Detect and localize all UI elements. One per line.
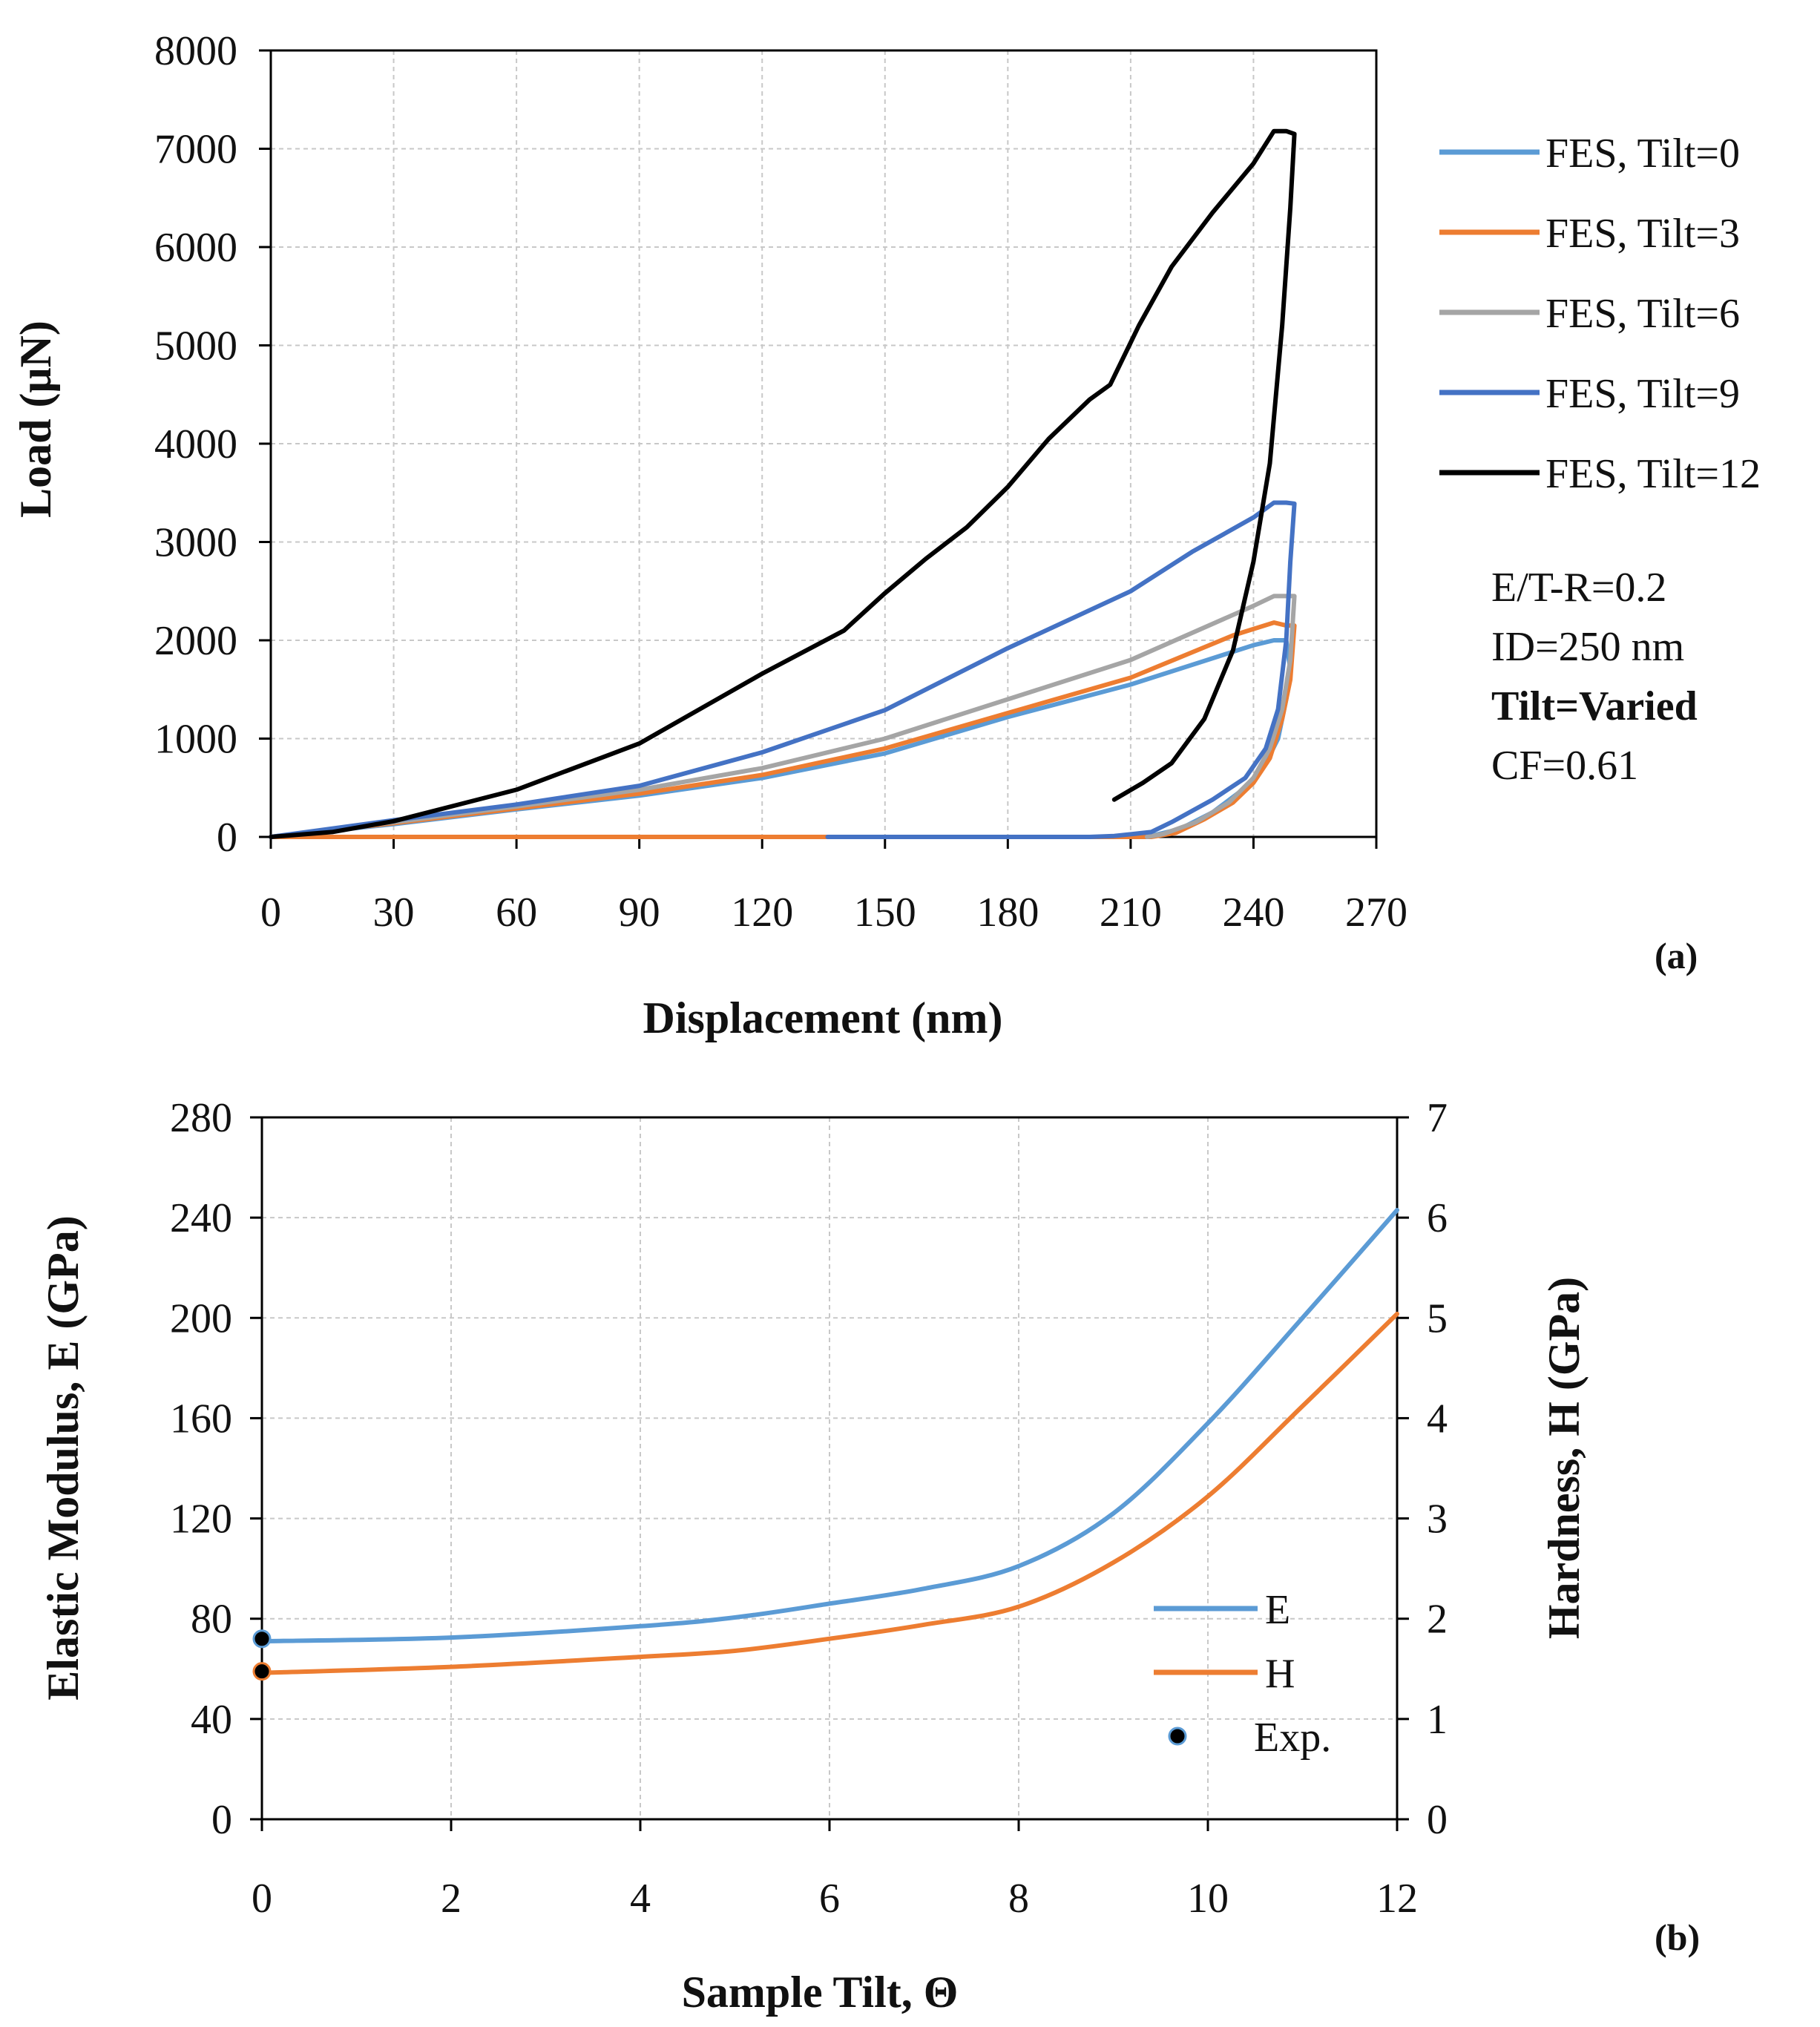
b-x-tick-label: 8 xyxy=(1008,1876,1029,1922)
b-y-tick-label: 0 xyxy=(211,1797,232,1843)
b-y2-tick-label: 5 xyxy=(1427,1295,1448,1341)
a-legend-label-3: FES, Tilt=9 xyxy=(1545,371,1740,417)
a-annotation-tilt: Tilt=Varied xyxy=(1491,683,1698,729)
b-legend: EH Exp. xyxy=(1154,1587,1331,1761)
chart-a-load-displacement: 0 30 60 90 120 150 180 210 240 270 0 1000 2000 3000 4… xyxy=(11,28,1761,1042)
b-y2-tick-labels: 0 1 2 3 4 5 6 7 xyxy=(1427,1095,1448,1843)
a-annotation-box: E/T-R=0.2 ID=250 nm Tilt=Varied CF=0.61 xyxy=(1491,565,1698,789)
a-legend-label-2: FES, Tilt=6 xyxy=(1545,291,1740,337)
a-annotation-id: ID=250 nm xyxy=(1491,624,1684,670)
a-series-line-2 xyxy=(269,594,1297,839)
a-y-tick-label: 3000 xyxy=(154,520,237,566)
b-series-lines xyxy=(260,1208,1399,1675)
a-panel-label: (a) xyxy=(1655,935,1698,976)
b-y2-tick-label: 1 xyxy=(1427,1697,1448,1743)
a-y-tick-label: 2000 xyxy=(154,618,237,664)
a-x-tick-label: 30 xyxy=(373,890,415,936)
b-y2-tick-label: 0 xyxy=(1427,1797,1448,1843)
a-series-lines xyxy=(269,128,1297,839)
a-x-tick-label: 240 xyxy=(1222,890,1284,936)
b-plot-frame xyxy=(260,1116,1399,1821)
b-x-tick-label: 10 xyxy=(1187,1876,1229,1922)
a-x-tick-label: 60 xyxy=(496,890,537,936)
b-x-tick-label: 6 xyxy=(819,1876,840,1922)
b-y-tick-label: 80 xyxy=(191,1597,232,1643)
a-legend: FES, Tilt=0 FES, Tilt=3 FES, Tilt=6 FES, Ti… xyxy=(1439,131,1761,497)
a-grid xyxy=(259,49,1378,849)
b-x-tick-label: 12 xyxy=(1376,1876,1418,1922)
b-x-tick-labels: 0 2 4 6 8 10 12 xyxy=(252,1876,1418,1922)
a-x-tick-label: 180 xyxy=(976,890,1039,936)
b-y2-tick-label: 4 xyxy=(1427,1396,1448,1442)
b-y-tick-label: 280 xyxy=(170,1095,232,1141)
b-y-tick-label: 40 xyxy=(191,1697,232,1743)
b-legend-label-E: E xyxy=(1265,1587,1290,1633)
a-y-tick-label: 5000 xyxy=(154,323,237,369)
b-exp-point-1 xyxy=(252,1662,272,1681)
b-y-tick-label: 240 xyxy=(170,1195,232,1241)
a-x-tick-label: 270 xyxy=(1345,890,1407,936)
a-y-tick-label: 7000 xyxy=(154,127,237,173)
b-exp-point-0 xyxy=(252,1629,272,1649)
a-legend-label-1: FES, Tilt=3 xyxy=(1545,211,1740,257)
b-y-tick-label: 200 xyxy=(170,1295,232,1341)
b-y-tick-label: 120 xyxy=(170,1497,232,1543)
b-y-tick-labels: 0 40 80 120 160 200 240 280 xyxy=(170,1095,232,1843)
a-x-tick-label: 120 xyxy=(731,890,793,936)
a-y-tick-label: 0 xyxy=(217,815,237,861)
a-x-tick-label: 0 xyxy=(260,890,281,936)
a-y-tick-label: 6000 xyxy=(154,225,237,271)
a-x-tick-label: 150 xyxy=(854,890,916,936)
a-x-axis-title: Displacement (nm) xyxy=(643,993,1003,1042)
b-y-tick-label: 160 xyxy=(170,1396,232,1442)
b-y2-tick-label: 7 xyxy=(1427,1095,1448,1141)
a-annotation-ratio: E/T-R=0.2 xyxy=(1491,565,1666,611)
a-annotation-cf: CF=0.61 xyxy=(1491,743,1638,789)
a-x-tick-labels: 0 30 60 90 120 150 180 210 240 270 xyxy=(260,890,1407,936)
b-y2-axis-title: Hardness, H (GPa) xyxy=(1540,1277,1589,1639)
b-y2-tick-label: 2 xyxy=(1427,1597,1448,1643)
a-x-tick-label: 210 xyxy=(1100,890,1162,936)
a-legend-label-0: FES, Tilt=0 xyxy=(1545,131,1740,177)
b-series-line-E xyxy=(260,1208,1399,1644)
a-series-line-4 xyxy=(269,128,1297,839)
b-y2-tick-label: 3 xyxy=(1427,1497,1448,1543)
b-legend-swatch-exp xyxy=(1168,1727,1187,1746)
b-x-tick-label: 0 xyxy=(252,1876,272,1922)
b-series-line-H xyxy=(260,1311,1399,1675)
a-x-tick-label: 90 xyxy=(619,890,660,936)
a-y-tick-label: 1000 xyxy=(154,717,237,763)
b-panel-label: (b) xyxy=(1655,1916,1700,1958)
a-y-tick-labels: 0 1000 2000 3000 4000 5000 6000 7000 8000 xyxy=(154,28,237,861)
a-y-axis-title: Load (μN) xyxy=(11,321,60,518)
a-y-tick-label: 4000 xyxy=(154,421,237,467)
b-legend-label-H: H xyxy=(1265,1651,1295,1697)
a-series-line-3 xyxy=(269,500,1297,839)
a-legend-label-4: FES, Tilt=12 xyxy=(1545,451,1761,497)
b-x-tick-label: 2 xyxy=(441,1876,461,1922)
b-x-axis-title: Sample Tilt, Θ xyxy=(682,1968,959,2017)
b-x-tick-label: 4 xyxy=(630,1876,651,1922)
b-legend-label-exp: Exp. xyxy=(1254,1715,1331,1761)
b-experimental-points xyxy=(252,1629,272,1681)
b-y-axis-title: Elastic Modulus, E (GPa) xyxy=(39,1215,88,1700)
a-y-tick-label: 8000 xyxy=(154,28,237,74)
b-y2-tick-label: 6 xyxy=(1427,1195,1448,1241)
